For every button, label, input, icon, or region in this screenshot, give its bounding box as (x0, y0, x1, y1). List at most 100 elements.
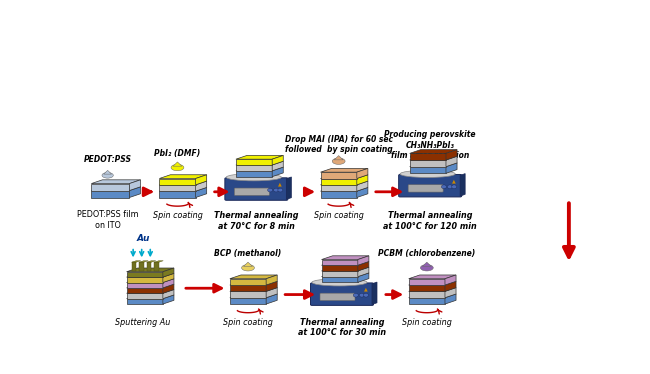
Text: BCP (methanol): BCP (methanol) (214, 249, 281, 258)
Polygon shape (127, 279, 174, 282)
Polygon shape (230, 298, 266, 304)
Polygon shape (236, 165, 272, 171)
Text: PCBM (chlorobenzene): PCBM (chlorobenzene) (378, 249, 475, 258)
Polygon shape (320, 185, 357, 191)
FancyBboxPatch shape (398, 175, 462, 197)
Polygon shape (236, 156, 283, 159)
FancyBboxPatch shape (311, 283, 374, 306)
Polygon shape (230, 294, 277, 298)
Polygon shape (320, 168, 368, 172)
Polygon shape (372, 282, 377, 304)
Ellipse shape (102, 172, 113, 178)
Ellipse shape (171, 165, 184, 171)
Polygon shape (287, 177, 291, 199)
Polygon shape (460, 174, 465, 196)
FancyBboxPatch shape (225, 178, 288, 200)
Polygon shape (409, 288, 456, 291)
Polygon shape (410, 160, 446, 167)
Polygon shape (196, 181, 207, 191)
Polygon shape (446, 156, 457, 167)
Polygon shape (159, 185, 196, 191)
Polygon shape (127, 284, 174, 288)
Text: Au: Au (136, 234, 150, 243)
Polygon shape (358, 267, 369, 277)
Polygon shape (163, 279, 174, 288)
Polygon shape (236, 161, 283, 165)
Text: ▲: ▲ (452, 178, 456, 183)
Polygon shape (196, 187, 207, 197)
Polygon shape (320, 172, 357, 178)
Text: ▲: ▲ (364, 286, 368, 291)
Text: PbI₂ (DMF): PbI₂ (DMF) (154, 149, 201, 158)
Ellipse shape (452, 185, 457, 188)
Polygon shape (196, 175, 207, 185)
Polygon shape (163, 295, 174, 304)
Ellipse shape (226, 174, 281, 181)
Ellipse shape (400, 170, 455, 178)
Bar (154, 262, 159, 272)
Polygon shape (139, 261, 148, 262)
Polygon shape (409, 285, 445, 291)
Polygon shape (154, 261, 163, 262)
Ellipse shape (268, 188, 272, 192)
Polygon shape (409, 275, 456, 279)
Polygon shape (357, 181, 368, 191)
Text: Spin coating: Spin coating (153, 211, 202, 220)
Polygon shape (445, 294, 456, 304)
Polygon shape (230, 288, 277, 291)
Polygon shape (272, 161, 283, 171)
Polygon shape (410, 167, 446, 173)
Polygon shape (322, 261, 369, 265)
Polygon shape (322, 256, 369, 260)
Ellipse shape (359, 293, 364, 297)
Text: Thermal annealing
at 100°C for 120 min: Thermal annealing at 100°C for 120 min (384, 211, 477, 231)
Polygon shape (322, 271, 358, 277)
Polygon shape (320, 191, 357, 197)
Polygon shape (236, 167, 283, 171)
Polygon shape (358, 273, 369, 282)
Polygon shape (409, 281, 456, 285)
Text: Thermal annealing
at 70°C for 8 min: Thermal annealing at 70°C for 8 min (214, 211, 298, 231)
Polygon shape (91, 187, 140, 190)
Polygon shape (410, 150, 457, 153)
Text: Sputtering Au: Sputtering Au (115, 318, 170, 327)
Polygon shape (159, 187, 207, 191)
Text: Producing perovskite
CH₃NH₃PbI₃
film after reaction: Producing perovskite CH₃NH₃PbI₃ film aft… (384, 131, 476, 160)
Polygon shape (104, 171, 112, 174)
Polygon shape (445, 281, 456, 291)
Polygon shape (266, 294, 277, 304)
Polygon shape (163, 284, 174, 293)
Polygon shape (236, 159, 272, 165)
Polygon shape (410, 156, 457, 160)
Polygon shape (266, 275, 277, 285)
Polygon shape (127, 273, 174, 277)
Bar (147, 262, 151, 272)
Polygon shape (127, 295, 174, 299)
Polygon shape (357, 175, 368, 185)
Bar (131, 262, 136, 272)
Polygon shape (320, 187, 368, 191)
Polygon shape (322, 265, 358, 271)
Polygon shape (358, 256, 369, 265)
Polygon shape (266, 281, 277, 291)
Polygon shape (127, 288, 163, 293)
Polygon shape (272, 156, 283, 165)
Polygon shape (357, 168, 368, 178)
Bar (139, 262, 144, 272)
Polygon shape (322, 267, 369, 271)
Polygon shape (446, 163, 457, 173)
FancyBboxPatch shape (320, 293, 355, 301)
Text: Spin coating: Spin coating (223, 318, 273, 327)
Polygon shape (445, 275, 456, 285)
Ellipse shape (274, 188, 279, 192)
Polygon shape (163, 289, 174, 299)
Polygon shape (230, 285, 266, 291)
Text: Thermal annealing
at 100°C for 30 min: Thermal annealing at 100°C for 30 min (298, 318, 386, 337)
Polygon shape (266, 288, 277, 298)
Polygon shape (322, 277, 358, 282)
FancyBboxPatch shape (408, 185, 443, 192)
Polygon shape (91, 180, 140, 184)
Ellipse shape (363, 293, 369, 297)
Polygon shape (358, 261, 369, 271)
Polygon shape (320, 181, 368, 185)
